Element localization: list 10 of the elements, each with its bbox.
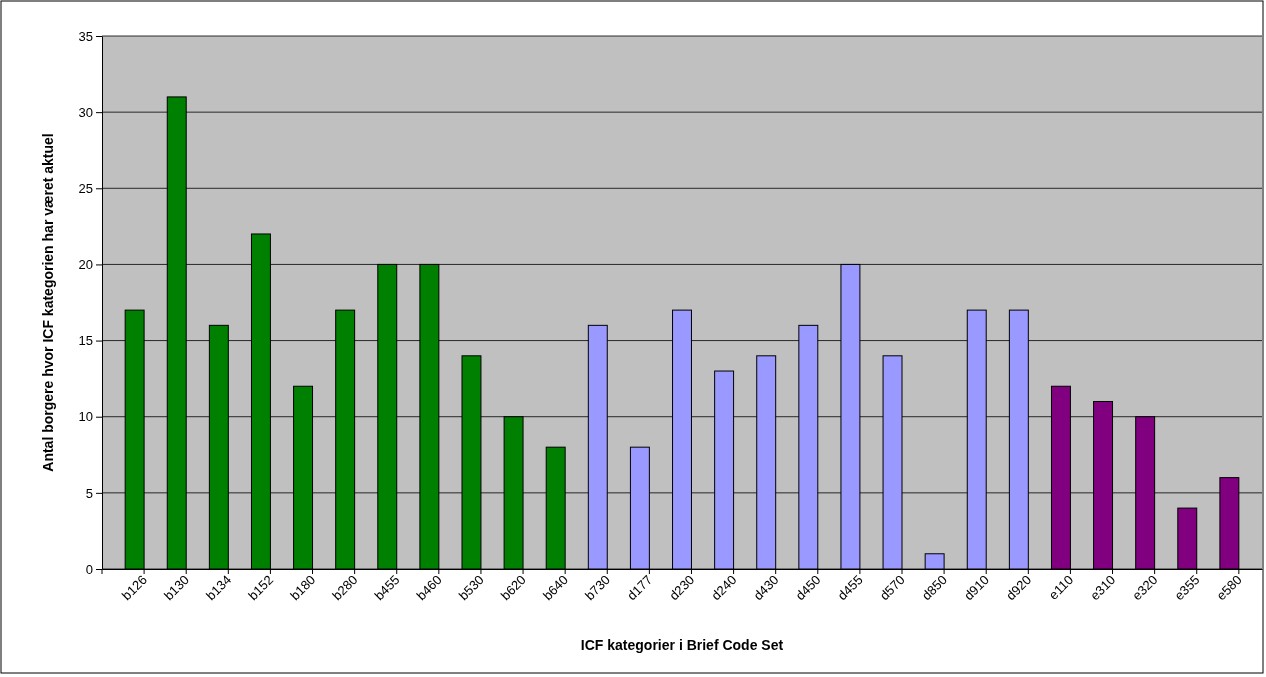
y-tick-label: 20 [78,257,93,273]
y-tick-label: 25 [78,180,93,196]
y-tick-label: 30 [78,104,93,120]
y-axis-title: Antal borgere hvor ICF kategorien har været aktuel [40,133,56,472]
y-tick-label: 10 [78,409,93,425]
y-tick-label: 0 [85,561,93,577]
y-tick-label: 35 [78,28,93,44]
y-tick-label: 15 [78,333,93,349]
x-axis-title: ICF kategorier i Brief Code Set [580,637,784,653]
y-tick-label: 5 [85,485,93,501]
